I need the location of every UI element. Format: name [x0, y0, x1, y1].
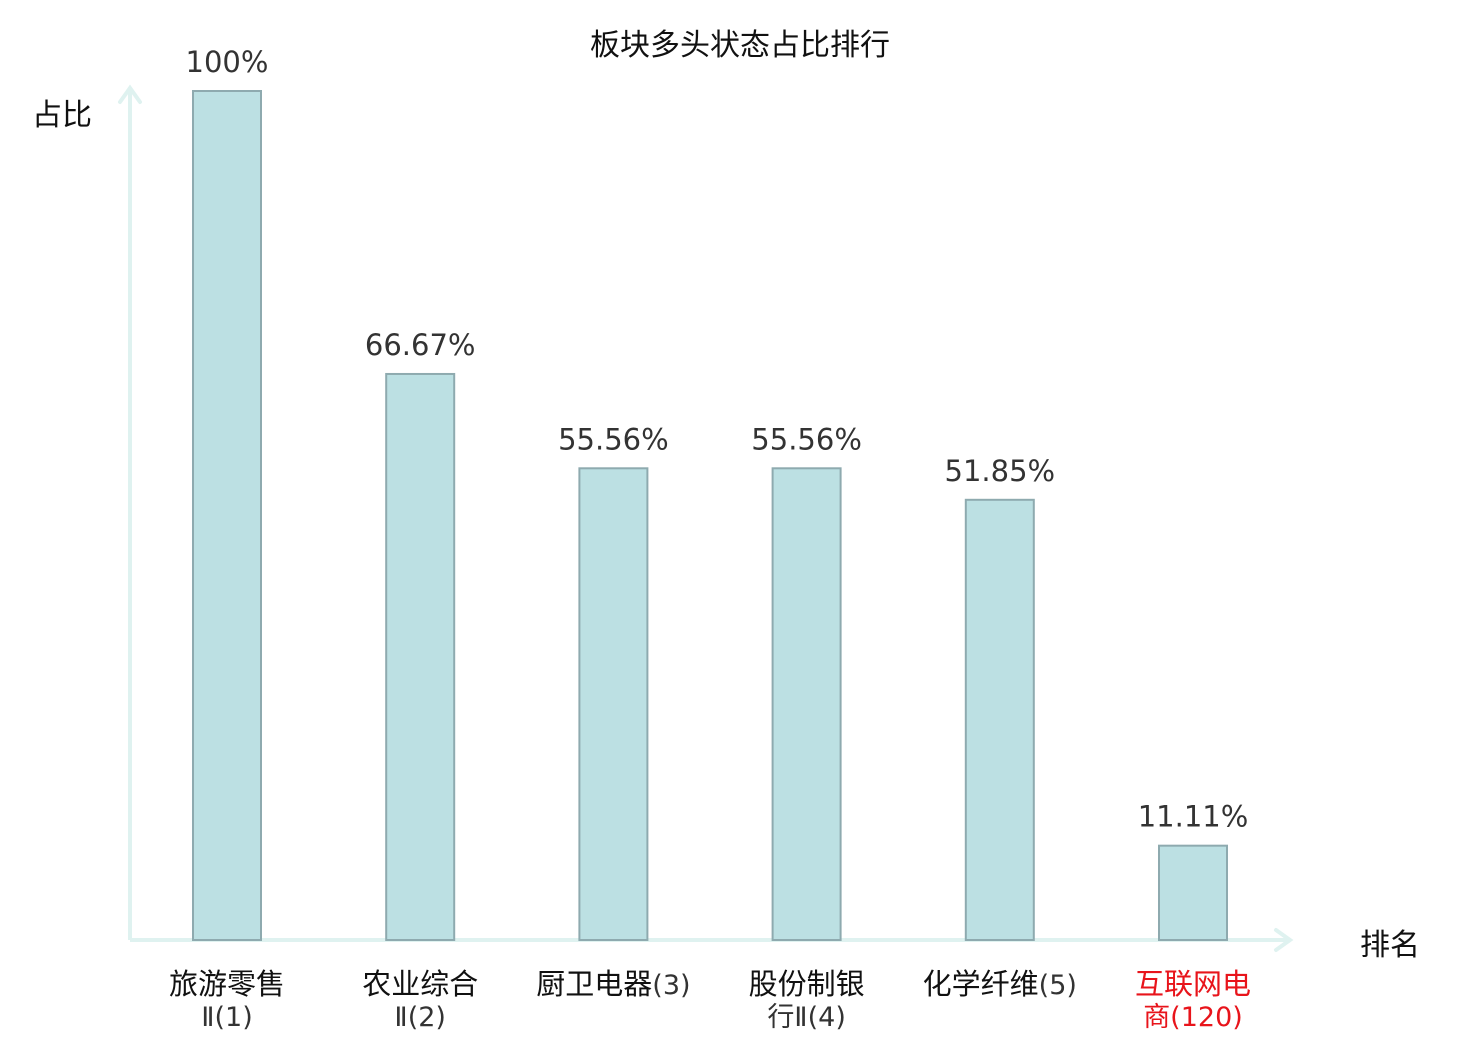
category-name: 互联网电: [1135, 967, 1251, 1001]
bar: [964, 498, 1035, 941]
bar: [385, 372, 456, 942]
category-name: 化学纤维: [923, 967, 1039, 1001]
bar: [192, 90, 262, 941]
bars: [192, 90, 1228, 942]
bar-value-label: 55.56%: [751, 422, 862, 456]
bar-value-label: 51.85%: [945, 454, 1056, 488]
category-rank: 商(120): [1143, 1002, 1243, 1033]
category-rank: (3): [652, 970, 690, 1001]
x-axis-arrow: [1274, 928, 1294, 952]
category-name: 旅游零售: [169, 967, 285, 1001]
bar-value-label: 55.56%: [558, 422, 669, 456]
y-axis-arrow: [118, 84, 142, 104]
bar-value-label: 66.67%: [365, 328, 476, 362]
x-axis-label: 排名: [1360, 928, 1420, 963]
category-rank: Ⅱ(1): [201, 1002, 253, 1033]
category-label: 厨卫电器(3): [536, 967, 690, 1001]
category-label: 化学纤维(5): [923, 967, 1077, 1001]
category-name: 农业综合: [362, 967, 478, 1001]
axes: [118, 84, 1294, 952]
bar-value-label: 100%: [186, 45, 269, 79]
bar: [771, 467, 842, 941]
chart-title: 板块多头状态占比排行: [590, 28, 890, 63]
value-labels: 100% 66.67% 55.56% 55.56% 51.85% 11.11%: [186, 45, 1249, 834]
bar: [578, 467, 649, 941]
bar-value-label: 11.11%: [1138, 800, 1249, 834]
category-rank: Ⅱ(2): [394, 1002, 446, 1033]
y-axis-label: 占比: [32, 98, 92, 133]
bar: [1158, 844, 1228, 941]
category-rank: (5): [1039, 970, 1077, 1001]
category-rank: 行Ⅱ(4): [767, 1002, 846, 1033]
category-name: 股份制银: [749, 967, 865, 1001]
category-name: 厨卫电器: [536, 967, 652, 1001]
